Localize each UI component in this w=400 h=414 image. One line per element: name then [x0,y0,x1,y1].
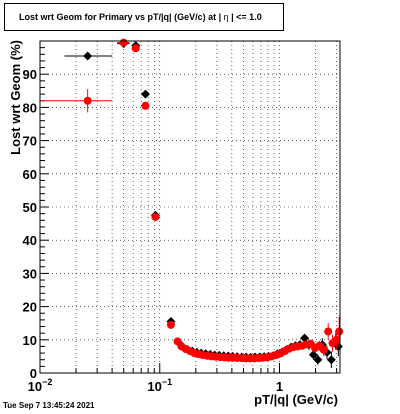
data-point [151,212,160,221]
data-point [324,327,333,336]
data-point [140,89,150,99]
timestamp: Tue Sep 7 13:45:24 2021 [3,401,95,410]
data-point [83,96,92,105]
y-tick-label: 30 [23,266,37,281]
y-tick-label: 70 [23,134,37,149]
y-tick-label: 0 [30,366,37,381]
y-tick-label: 20 [23,300,37,315]
x-tick-label: 10−1 [147,377,172,394]
data-point [166,320,175,329]
y-tick-label: 40 [23,233,37,248]
series-circle [40,38,344,363]
data-point [308,350,318,360]
data-series [40,38,344,369]
grid [39,41,340,373]
data-point [326,355,336,365]
chart-title: Lost wrt Geom for Primary vs pT/|q| (GeV… [4,3,284,31]
y-tick-label: 50 [23,200,37,215]
data-point [300,333,310,343]
plot-frame [39,40,341,374]
data-point [141,101,150,110]
y-tick-label: 90 [23,67,37,82]
title-part-2: | <= 1.0 [231,12,262,22]
y-tick-label: 10 [23,333,37,348]
y-axis-label: Lost wrt Geom (%) [8,40,23,155]
x-tick-label: 1 [276,379,283,394]
eta-symbol: η [223,12,229,22]
y-tick-label: 80 [23,100,37,115]
title-part-1: Lost wrt Geom for Primary vs pT/|q| (GeV… [19,12,222,22]
data-point [83,51,93,61]
data-point [335,327,344,336]
data-point [319,345,328,354]
series-diamond [64,39,343,369]
x-tick-label: 10−2 [28,377,53,394]
data-point [313,355,323,365]
x-axis-label: pT/|q| (GeV/c) [254,392,338,407]
data-point [332,335,341,344]
data-point [119,38,128,47]
y-tick-label: 60 [23,167,37,182]
data-point [131,44,140,53]
